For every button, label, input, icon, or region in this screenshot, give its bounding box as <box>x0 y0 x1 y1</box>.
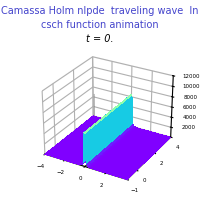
Text: Camassa Holm nlpde  traveling wave  ln: Camassa Holm nlpde traveling wave ln <box>1 6 199 16</box>
Text: t = 0.: t = 0. <box>86 34 114 44</box>
X-axis label: x: x <box>66 199 70 200</box>
Text: csch function animation: csch function animation <box>41 20 159 30</box>
